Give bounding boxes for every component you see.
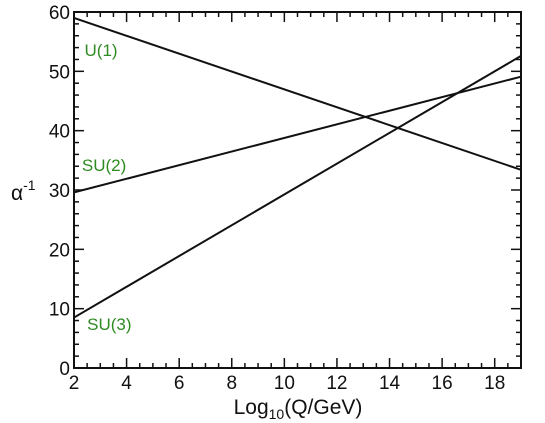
x-tick-label: 14 xyxy=(379,373,401,394)
x-tick-label: 6 xyxy=(174,373,185,394)
y-tick-label: 20 xyxy=(49,240,70,261)
series-label-u1: U(1) xyxy=(85,41,118,60)
y-tick-label: 40 xyxy=(49,122,70,143)
series-lines xyxy=(73,16,522,319)
y-axis-label-base: α xyxy=(11,182,23,205)
y-tick-label: 0 xyxy=(59,359,70,380)
x-tick-label: 2 xyxy=(69,373,80,394)
series-labels: U(1) SU(2) SU(3) xyxy=(82,41,132,334)
x-axis-label-subscript: 10 xyxy=(269,406,285,422)
y-axis-label-superscript: -1 xyxy=(23,177,36,193)
x-tick-label: 16 xyxy=(432,373,453,394)
x-tick-label: 8 xyxy=(226,373,237,394)
series-label-su3: SU(3) xyxy=(87,315,131,334)
y-tick-label: 30 xyxy=(49,181,70,202)
x-axis-label-rest: (Q/GeV) xyxy=(284,396,362,419)
tick-labels: 2 4 6 8 10 12 14 16 18 0 10 20 30 40 50 60 xyxy=(49,3,505,394)
y-axis-label: α-1 xyxy=(11,177,36,205)
y-tick-label: 60 xyxy=(49,3,70,24)
y-tick-label: 10 xyxy=(49,300,70,321)
series-line-su3 xyxy=(73,55,522,319)
x-tick-label: 12 xyxy=(326,373,347,394)
x-tick-label: 10 xyxy=(274,373,295,394)
series-label-su2: SU(2) xyxy=(82,156,126,175)
series-line-u1 xyxy=(73,16,522,171)
plot-frame xyxy=(73,11,522,369)
x-axis-label: Log10(Q/GeV) xyxy=(234,396,363,422)
x-tick-label: 18 xyxy=(484,373,505,394)
axis-ticks xyxy=(73,11,522,369)
x-tick-label: 4 xyxy=(121,373,132,394)
x-axis-label-base: Log xyxy=(234,396,269,419)
y-tick-label: 50 xyxy=(49,62,70,83)
series-line-su2 xyxy=(73,75,522,194)
